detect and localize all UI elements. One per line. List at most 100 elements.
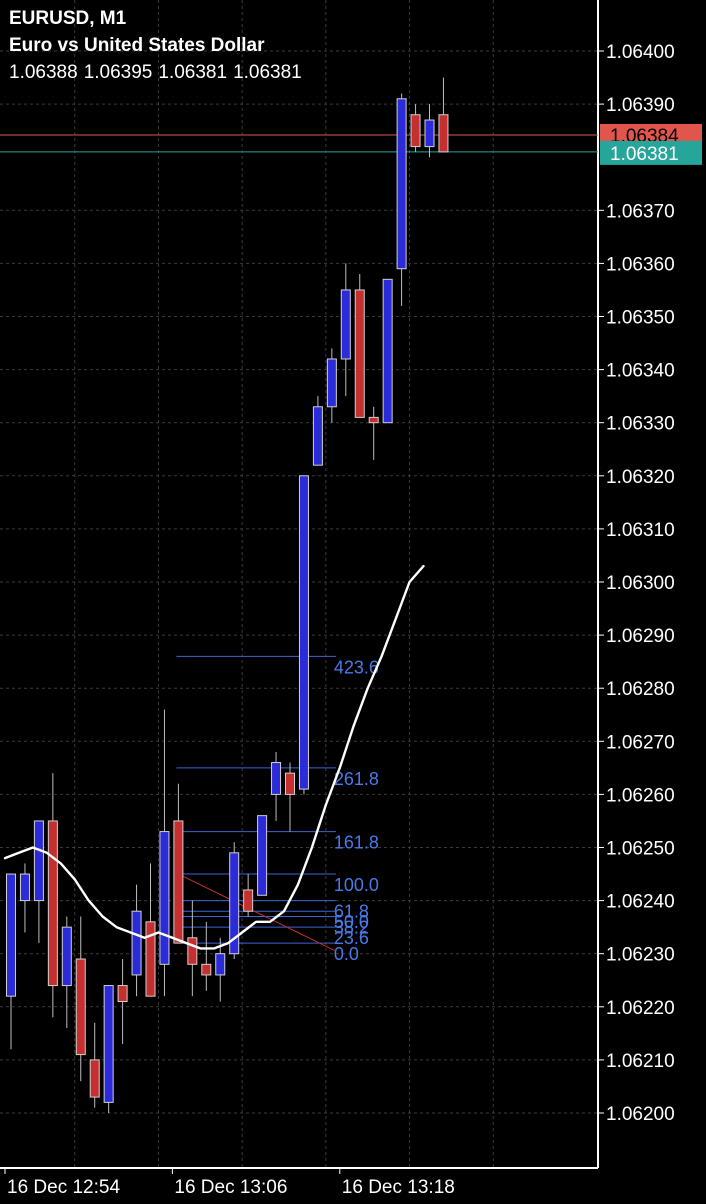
fibo-level-label: 38.2 — [334, 918, 369, 938]
candle-body-bearish — [75, 958, 86, 1056]
candle — [117, 959, 128, 1044]
candle — [6, 873, 16, 1050]
candle-body-bullish — [33, 820, 44, 902]
fibo-level-label: 100.0 — [334, 875, 379, 895]
candle-body-bullish — [159, 831, 170, 965]
time-tick-label: 16 Dec 13:18 — [342, 1177, 455, 1198]
candle-body-bearish — [145, 921, 156, 997]
candle-body-bullish — [61, 926, 72, 987]
candle-body-bullish — [6, 873, 16, 997]
ohlc-low: 1.06381 — [158, 62, 228, 83]
symbol-title: EURUSD, M1 — [9, 8, 127, 29]
time-tick-label: 16 Dec 12:54 — [7, 1177, 120, 1198]
symbol-description: Euro vs United States Dollar — [9, 35, 265, 56]
fibo-level-label: 161.8 — [334, 833, 379, 853]
candle — [340, 263, 351, 397]
candle-body-bullish — [103, 985, 114, 1103]
candle-body-bearish — [410, 114, 421, 148]
bid-price-tag-label: 1.06381 — [610, 144, 679, 165]
time-tick-label: 16 Dec 13:06 — [174, 1177, 287, 1198]
price-tick-label: 1.06250 — [606, 839, 675, 860]
candle-body-bearish — [187, 937, 198, 965]
price-tick-label: 1.06240 — [606, 892, 675, 913]
price-tick-label: 1.06270 — [606, 732, 675, 753]
candle-body-bullish — [229, 852, 240, 955]
price-tick-label: 1.06340 — [606, 361, 675, 382]
price-tick-label: 1.06320 — [606, 467, 675, 488]
ohlc-close: 1.06381 — [233, 62, 302, 83]
candle — [396, 93, 407, 306]
candle-body-bullish — [382, 278, 393, 424]
candle — [201, 921, 212, 991]
candles-layer — [6, 77, 449, 1113]
candle — [187, 900, 198, 997]
ohlc-readout: 1.06388 1.06395 1.06381 1.06381 — [9, 62, 308, 84]
ohlc-open: 1.06388 — [9, 62, 78, 83]
candle — [257, 815, 268, 896]
fibo-level-label: 261.8 — [334, 769, 379, 789]
candle-body-bearish — [117, 985, 128, 1002]
candle-body-bullish — [396, 98, 407, 270]
ohlc-high: 1.06395 — [83, 62, 153, 83]
candle — [103, 985, 114, 1113]
price-tick-label: 1.06290 — [606, 626, 675, 647]
bid-price-tag — [600, 140, 702, 165]
fibo-level-label: 61.8 — [334, 902, 369, 922]
candle — [75, 916, 86, 1082]
fibonacci-expansion: 423.6 261.8 161.8 100.0 61.850.038.223.60.0 — [176, 655, 379, 964]
price-tick-label: 1.06310 — [606, 520, 675, 541]
candle — [61, 916, 72, 1029]
candle-body-bearish — [243, 889, 254, 912]
fibo-level-label: 423.6 — [334, 657, 379, 677]
price-tick-label: 1.06350 — [606, 308, 675, 329]
candle — [89, 1022, 100, 1108]
candle — [145, 863, 156, 997]
price-tick-label: 1.06260 — [606, 785, 675, 806]
candle — [47, 773, 58, 1018]
candle — [298, 475, 309, 795]
candle-body-bullish — [312, 406, 323, 466]
candle — [354, 274, 365, 418]
price-tick-label: 1.06300 — [606, 573, 675, 594]
candle-body-bullish — [257, 815, 268, 896]
candle-body-bearish — [201, 963, 212, 976]
candle — [368, 406, 379, 460]
candle-body-bullish — [131, 910, 142, 976]
candle-body-bearish — [285, 772, 295, 795]
candle — [410, 104, 421, 152]
candle — [382, 278, 393, 424]
candle-body-bullish — [326, 358, 337, 408]
candle — [243, 874, 254, 917]
candle-body-bearish — [368, 416, 379, 424]
candle-body-bearish — [89, 1059, 100, 1098]
candle — [438, 77, 449, 153]
candle-body-bullish — [298, 475, 309, 790]
price-tick-label: 1.06200 — [606, 1104, 675, 1125]
candle — [312, 396, 323, 466]
candle-body-bearish — [354, 289, 365, 418]
price-tick-label: 1.06370 — [606, 201, 675, 222]
price-tick-label: 1.06230 — [606, 945, 675, 966]
candle-body-bullish — [19, 873, 30, 902]
ask-price-tag — [600, 123, 702, 146]
candle — [215, 937, 226, 1002]
candle — [131, 884, 142, 997]
candle-body-bearish — [438, 114, 449, 153]
candle-body-bullish — [271, 762, 282, 795]
candle-body-bullish — [424, 119, 435, 148]
price-tick-label: 1.06220 — [606, 998, 675, 1019]
price-axis: 1.06400 1.06390 1.06370 1.06360 1.06350 1.063… — [598, 42, 675, 1125]
price-tick-label: 1.06210 — [606, 1051, 675, 1072]
candle — [173, 783, 184, 944]
candle — [285, 762, 295, 832]
fibo-trend-line — [178, 873, 337, 952]
candle-body-bullish — [340, 289, 351, 360]
fibo-level-label: 0.0 — [334, 944, 359, 964]
price-tick-label: 1.06400 — [606, 42, 675, 63]
moving-average-line — [3, 564, 425, 950]
candle — [326, 348, 337, 423]
candle — [33, 820, 44, 944]
